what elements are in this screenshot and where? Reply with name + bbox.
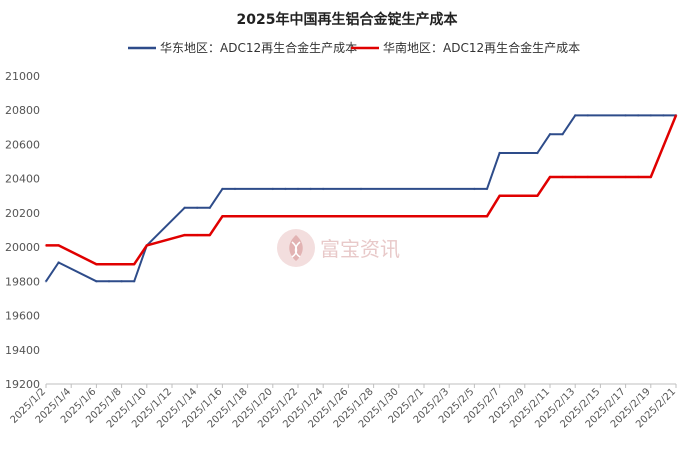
data-point-east [284, 187, 287, 191]
data-point-east [574, 114, 577, 117]
data-point-south [95, 263, 98, 266]
data-point-south [44, 244, 48, 247]
data-point-east [183, 206, 186, 209]
y-tick-label: 20800 [5, 104, 40, 117]
data-point-east [662, 114, 665, 117]
data-point-east [309, 187, 312, 191]
watermark-text: 富宝资讯 [320, 237, 400, 261]
y-tick-label: 20200 [5, 207, 40, 220]
y-tick-label: 19200 [5, 378, 40, 391]
data-point-east [196, 206, 199, 209]
data-point-east [536, 151, 539, 155]
data-point-east [233, 187, 237, 191]
y-tick-label: 20600 [5, 138, 40, 151]
data-point-east [221, 187, 224, 191]
legend-label-south: 华南地区：ADC12再生合金生产成本 [383, 40, 580, 55]
data-point-south [233, 215, 237, 218]
data-point-south [586, 175, 589, 179]
data-point-east [637, 114, 640, 117]
data-point-east [133, 280, 136, 283]
data-point-east [322, 187, 325, 191]
data-point-east [208, 206, 211, 209]
data-point-east [57, 261, 60, 264]
data-point-south [473, 215, 476, 218]
data-point-south [57, 244, 60, 247]
data-point-south [574, 175, 577, 179]
data-point-east [548, 133, 552, 136]
data-point-south [196, 233, 199, 237]
data-point-east [624, 114, 627, 117]
data-point-south [624, 175, 627, 179]
data-point-south [120, 263, 123, 266]
data-point-south [548, 175, 552, 179]
data-point-south [536, 194, 539, 197]
data-point-south [637, 175, 640, 179]
data-point-south [183, 233, 186, 237]
data-point-east [271, 187, 274, 191]
data-point-south [322, 215, 325, 218]
data-point-south [649, 175, 652, 179]
flame-logo-icon [277, 229, 315, 267]
y-tick-label: 20000 [5, 241, 40, 254]
data-point-south [107, 263, 111, 266]
data-point-south [133, 263, 136, 266]
data-point-east [44, 280, 48, 283]
data-point-south [498, 194, 501, 197]
data-point-east [107, 280, 111, 283]
data-point-south [296, 215, 300, 218]
data-point-south [662, 145, 665, 148]
y-tick-label: 21000 [5, 70, 40, 83]
data-point-east [296, 187, 300, 191]
watermark: 富宝资讯 [277, 229, 400, 267]
y-tick-label: 19600 [5, 310, 40, 323]
data-point-east [95, 280, 98, 283]
data-point-east [561, 133, 564, 136]
data-point-east [498, 151, 501, 155]
data-point-east [649, 114, 652, 117]
data-point-south [359, 215, 363, 218]
data-point-south [271, 215, 274, 218]
data-point-south [221, 215, 224, 218]
data-point-south [309, 215, 312, 218]
data-point-south [485, 215, 489, 218]
legend: 华东地区：ADC12再生合金生产成本 华南地区：ADC12再生合金生产成本 [128, 40, 580, 55]
data-point-east [120, 280, 123, 283]
data-point-east [485, 187, 489, 191]
y-tick-label: 19800 [5, 275, 40, 288]
legend-label-east: 华东地区：ADC12再生合金生产成本 [160, 40, 357, 55]
data-point-south [145, 244, 148, 247]
y-tick-label: 20400 [5, 173, 40, 186]
data-point-south [284, 215, 287, 218]
data-point-east [473, 187, 476, 191]
data-point-south [561, 175, 564, 179]
y-tick-label: 19400 [5, 344, 40, 357]
chart-title: 2025年中国再生铝合金锭生产成本 [237, 11, 459, 28]
data-point-south [674, 114, 678, 117]
data-point-east [586, 114, 589, 117]
data-point-east [359, 187, 363, 191]
data-point-south [208, 233, 211, 237]
series-group [44, 114, 678, 283]
